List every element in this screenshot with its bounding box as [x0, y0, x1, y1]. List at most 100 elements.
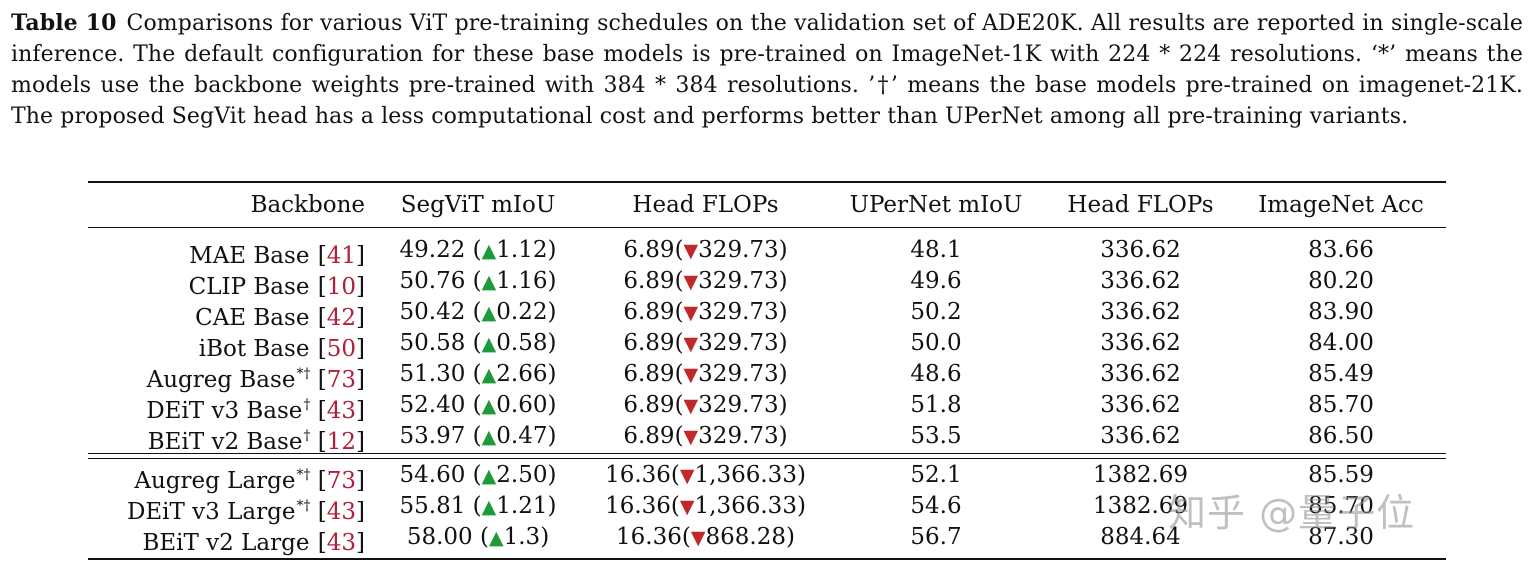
citation-link[interactable]: 10 — [326, 274, 357, 300]
up-triangle-icon: ▲ — [481, 333, 497, 355]
table-row: DEiT v3 Base† [43] 52.40 (▲0.60) 6.89(▼329… — [88, 390, 1446, 424]
header-segvit-miou: SegViT mIoU — [400, 192, 556, 218]
citation-link[interactable]: 12 — [326, 429, 357, 455]
down-triangle-icon: ▼ — [683, 302, 699, 324]
backbone-name: MAE Base — [189, 243, 310, 269]
citation-link[interactable]: 41 — [326, 243, 357, 269]
upernet-miou: 50.0 — [910, 330, 962, 356]
up-triangle-icon: ▲ — [481, 240, 497, 262]
segvit-miou-gain: 2.50 — [496, 462, 548, 488]
segvit-miou-cell: 51.30 (▲2.66) — [399, 361, 557, 387]
segvit-flops-cell: 6.89(▼329.73) — [623, 361, 788, 387]
segvit-flops-reduction: 1,366.33 — [694, 493, 797, 519]
segvit-miou-gain: 2.66 — [496, 361, 548, 387]
table-row: CAE Base [42] 50.42 (▲0.22) 6.89(▼329.73) 5… — [88, 297, 1446, 331]
upernet-miou: 49.6 — [910, 268, 962, 294]
segvit-flops-reduction: 329.73 — [698, 392, 779, 418]
citation-link[interactable]: 43 — [326, 499, 357, 525]
segvit-miou-gain: 1.21 — [496, 493, 548, 519]
top-rule — [88, 181, 1446, 183]
backbone-name: DEiT v3 Large — [126, 499, 296, 525]
upernet-miou: 54.6 — [910, 493, 962, 519]
upernet-miou: 52.1 — [910, 462, 962, 488]
segvit-flops-cell: 6.89(▼329.73) — [623, 392, 788, 418]
segvit-flops: 6.89 — [623, 268, 675, 294]
table-row: DEiT v3 Large*† [43] 55.81 (▲1.21) 16.36(▼… — [88, 491, 1446, 525]
upernet-miou: 50.2 — [910, 299, 962, 325]
upernet-miou: 48.1 — [910, 237, 962, 263]
upernet-miou: 53.5 — [910, 423, 962, 449]
segvit-miou: 53.97 — [399, 423, 466, 449]
segvit-flops-cell: 6.89(▼329.73) — [623, 237, 788, 263]
segvit-miou-cell: 50.58 (▲0.58) — [399, 330, 557, 356]
imagenet-acc: 87.30 — [1308, 524, 1374, 550]
backbone-marks: *† — [296, 467, 311, 483]
backbone-marks: † — [303, 428, 311, 444]
backbone-cell: DEiT v3 Large*† [43] — [126, 498, 365, 525]
table-row: Augreg Large*† [73] 54.60 (▲2.50) 16.36(▼1… — [88, 460, 1446, 494]
segvit-flops-cell: 16.36(▼1,366.33) — [605, 462, 806, 488]
down-triangle-icon: ▼ — [679, 496, 695, 518]
table-row: CLIP Base [10] 50.76 (▲1.16) 6.89(▼329.73)… — [88, 266, 1446, 300]
backbone-cell: iBot Base [50] — [198, 336, 365, 362]
header-segvit-flops: Head FLOPs — [632, 192, 779, 218]
down-triangle-icon: ▼ — [679, 465, 695, 487]
citation-link[interactable]: 73 — [326, 367, 357, 393]
imagenet-acc: 84.00 — [1308, 330, 1374, 356]
backbone-cell: MAE Base [41] — [189, 243, 365, 269]
segvit-miou-gain: 0.47 — [496, 423, 548, 449]
upernet-flops: 1382.69 — [1092, 493, 1189, 519]
segvit-miou-gain: 0.22 — [496, 299, 548, 325]
citation-link[interactable]: 50 — [326, 336, 357, 362]
imagenet-acc: 85.70 — [1308, 392, 1374, 418]
upernet-flops: 884.64 — [1100, 524, 1181, 550]
segvit-flops: 6.89 — [623, 330, 675, 356]
segvit-flops-cell: 6.89(▼329.73) — [623, 330, 788, 356]
segvit-miou-gain: 1.16 — [496, 268, 548, 294]
up-triangle-icon: ▲ — [481, 465, 497, 487]
group-rule-1 — [88, 453, 1446, 454]
segvit-flops: 6.89 — [623, 392, 675, 418]
segvit-flops: 6.89 — [623, 299, 675, 325]
upernet-flops: 1382.69 — [1092, 462, 1189, 488]
segvit-miou: 51.30 — [399, 361, 466, 387]
segvit-flops-cell: 6.89(▼329.73) — [623, 268, 788, 294]
segvit-flops-cell: 6.89(▼329.73) — [623, 299, 788, 325]
backbone-name: CLIP Base — [188, 274, 310, 300]
up-triangle-icon: ▲ — [481, 426, 497, 448]
down-triangle-icon: ▼ — [683, 271, 699, 293]
segvit-flops: 6.89 — [623, 423, 675, 449]
up-triangle-icon: ▲ — [488, 527, 504, 549]
citation-link[interactable]: 43 — [326, 398, 357, 424]
backbone-name: Augreg Large — [134, 468, 296, 494]
upernet-flops: 336.62 — [1100, 330, 1181, 356]
segvit-flops-reduction: 329.73 — [698, 268, 779, 294]
backbone-name: BEiT v2 Large — [142, 530, 310, 556]
backbone-cell: CAE Base [42] — [195, 305, 365, 331]
upernet-flops: 336.62 — [1100, 361, 1181, 387]
header-imagenet-acc: ImageNet Acc — [1258, 192, 1424, 218]
upernet-miou: 48.6 — [910, 361, 962, 387]
backbone-cell: Augreg Large*† [73] — [134, 467, 365, 494]
imagenet-acc: 86.50 — [1308, 423, 1374, 449]
down-triangle-icon: ▼ — [690, 527, 706, 549]
backbone-marks: *† — [296, 366, 311, 382]
segvit-flops-reduction: 868.28 — [705, 524, 786, 550]
backbone-name: DEiT v3 Base — [146, 398, 303, 424]
group-rule-2 — [88, 458, 1446, 459]
caption-label: Table 10 — [11, 10, 117, 36]
segvit-miou-gain: 0.58 — [496, 330, 548, 356]
upernet-miou: 56.7 — [910, 524, 962, 550]
citation-link[interactable]: 43 — [326, 530, 357, 556]
segvit-miou-cell: 52.40 (▲0.60) — [399, 392, 557, 418]
citation-link[interactable]: 73 — [326, 468, 357, 494]
header-row: Backbone SegViT mIoU Head FLOPs UPerNet … — [88, 190, 1446, 221]
backbone-marks: † — [303, 397, 311, 413]
down-triangle-icon: ▼ — [683, 240, 699, 262]
backbone-name: CAE Base — [195, 305, 310, 331]
backbone-name: iBot Base — [198, 336, 310, 362]
backbone-marks: *† — [296, 498, 311, 514]
citation-link[interactable]: 42 — [326, 305, 357, 331]
backbone-cell: DEiT v3 Base† [43] — [146, 397, 365, 424]
header-backbone: Backbone — [250, 192, 365, 218]
